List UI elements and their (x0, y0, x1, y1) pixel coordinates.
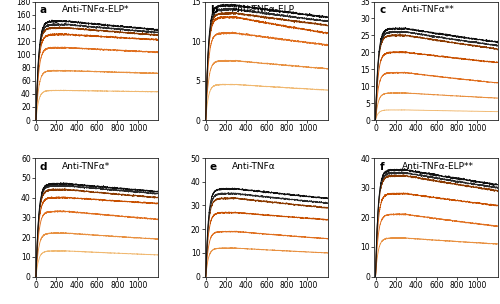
Text: a: a (40, 5, 47, 15)
Text: Anti-TNFα: Anti-TNFα (232, 162, 276, 171)
Text: f: f (380, 162, 384, 172)
Text: c: c (380, 5, 386, 15)
Text: Anti-TNFα**: Anti-TNFα** (402, 5, 454, 14)
Text: b: b (210, 5, 217, 15)
Text: Anti-TNFα-ELP*: Anti-TNFα-ELP* (62, 5, 130, 14)
Text: Anti-TNFα-ELP: Anti-TNFα-ELP (232, 5, 295, 14)
Text: e: e (210, 162, 217, 172)
Text: Anti-TNFα-ELP**: Anti-TNFα-ELP** (402, 162, 473, 171)
Text: d: d (40, 162, 48, 172)
Text: Anti-TNFα*: Anti-TNFα* (62, 162, 110, 171)
